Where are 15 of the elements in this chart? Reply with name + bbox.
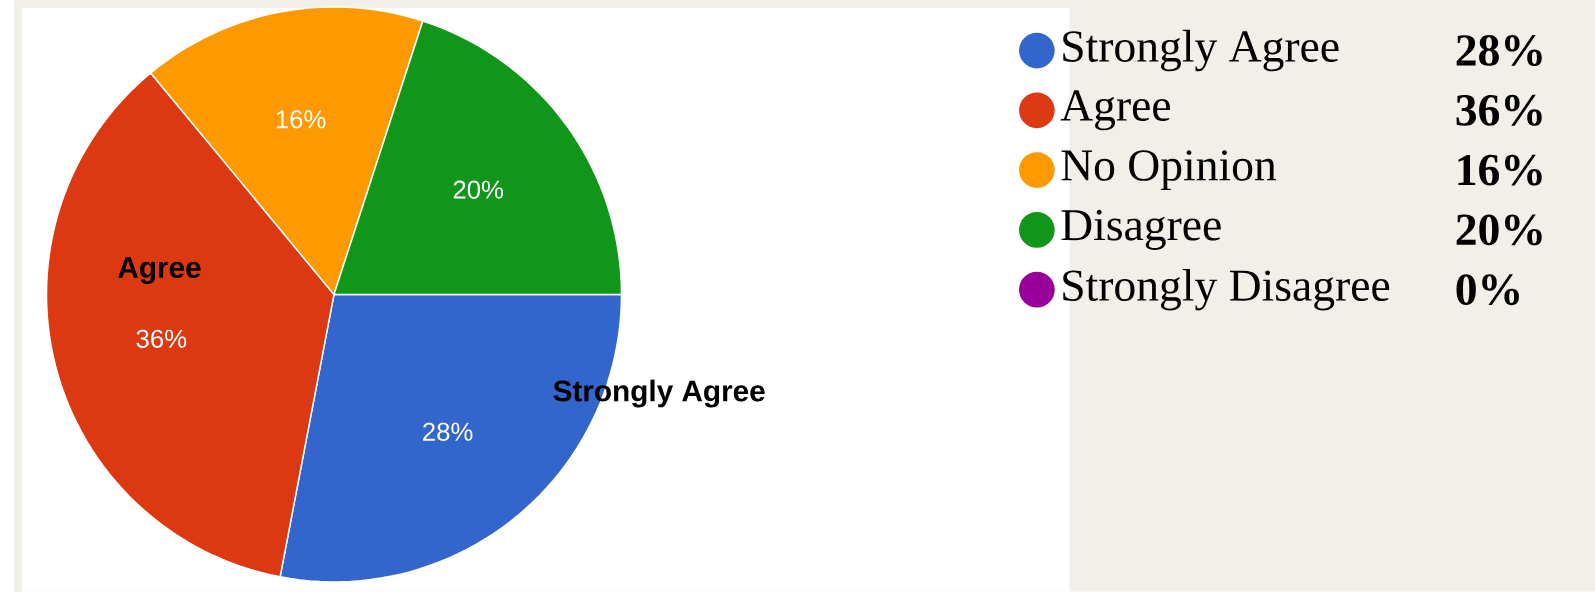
text: 36% (1456, 94, 1542, 126)
data-label: 28% (423, 422, 473, 441)
legend-label: No Opinion (1061, 150, 1277, 191)
text: 0% (1456, 274, 1519, 306)
text: 28% (1456, 35, 1542, 67)
legend-label: Strongly Disagree (1063, 269, 1390, 311)
data-label: 36% (136, 329, 187, 348)
legend-label: Strongly Agree (1063, 29, 1339, 72)
legend-label: Agree (1060, 90, 1171, 131)
data-label: 16% (276, 110, 326, 129)
data-label: 20% (453, 180, 504, 199)
text: Agree (118, 257, 201, 285)
text: 16% (1458, 154, 1542, 186)
text: 20% (1456, 214, 1542, 246)
legend-label: Disagree (1061, 209, 1221, 250)
